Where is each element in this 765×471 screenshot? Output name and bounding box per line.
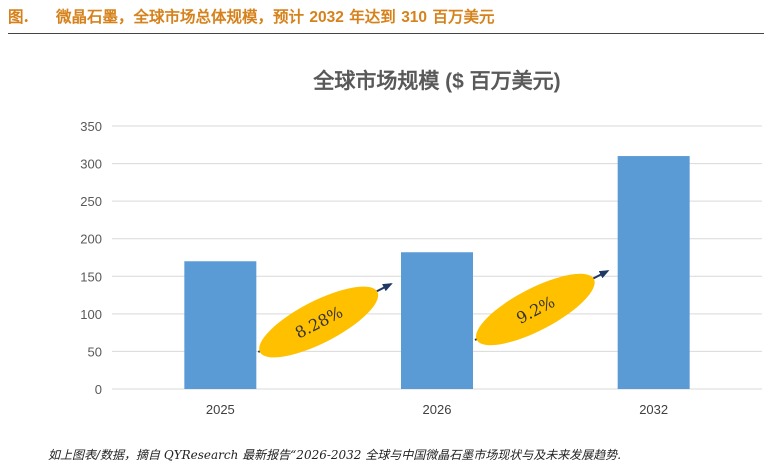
source-note: 如上图表/数据，摘自 QYResearch 最新报告“2026-2032 全球与… (48, 448, 622, 462)
y-tick-label: 50 (88, 344, 102, 359)
x-axis-ticks: 2025 2026 2032 (206, 402, 668, 417)
caption-part-3: 年达到 (343, 7, 402, 26)
growth-label: 8.28% (259, 286, 379, 358)
x-tick-label: 2025 (206, 402, 235, 417)
bar-2026 (401, 252, 473, 389)
growth-label-ellipse (259, 286, 379, 358)
bar-2025 (184, 261, 257, 389)
y-axis-ticks: 0 50 100 150 200 250 300 350 (80, 119, 102, 397)
figure-title: 图. 微晶石墨，全球市场总体规模，预计 2032 年达到 310 百万美元 (8, 6, 760, 29)
figure-label: 图. (8, 7, 29, 26)
title-rule (8, 33, 764, 34)
bar-2032 (617, 156, 690, 389)
y-tick-label: 300 (80, 157, 102, 172)
growth-label-ellipse (475, 273, 595, 346)
caption-value: 310 (401, 9, 428, 26)
x-tick-label: 2032 (639, 402, 668, 417)
y-tick-label: 0 (95, 382, 102, 397)
x-tick-label: 2026 (423, 402, 452, 417)
y-tick-label: 100 (80, 307, 102, 322)
chart-title: 全球市场规模 ($ 百万美元) (312, 69, 560, 93)
caption-part-1: 微晶石墨，全球市场总体规模，预计 (56, 7, 310, 26)
y-tick-label: 150 (80, 269, 102, 284)
y-tick-label: 350 (80, 119, 102, 134)
growth-annotations: 8.28% 9.2% (257, 270, 610, 358)
caption-year: 2032 (309, 9, 344, 26)
caption-part-5: 百万美元 (427, 7, 495, 26)
bars (184, 156, 690, 389)
growth-label: 9.2% (475, 273, 595, 346)
y-tick-label: 200 (80, 232, 102, 247)
y-tick-label: 250 (80, 194, 102, 209)
